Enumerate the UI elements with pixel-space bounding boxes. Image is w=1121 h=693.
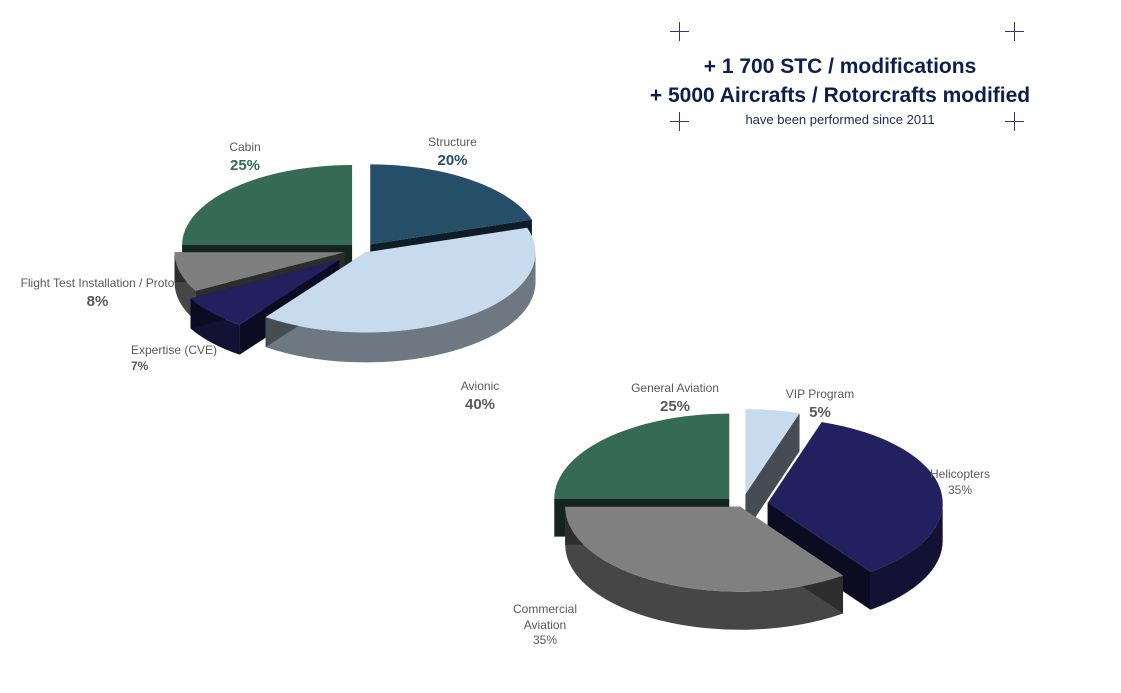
slice-commercial-aviation — [565, 506, 844, 592]
label-cabin: Cabin 25% — [210, 140, 280, 175]
headline-aircrafts: + 5000 Aircrafts / Rotorcrafts modified — [649, 84, 1031, 107]
label-avionic: Avionic 40% — [440, 379, 520, 414]
slice-percent: 25% — [229, 156, 261, 174]
slice-side — [565, 506, 844, 630]
slice-flight-test-installation-proto — [174, 252, 345, 291]
slice-name: Flight Test Installation / Proto — [20, 276, 175, 290]
slice-percent: 5% — [809, 403, 831, 421]
slice-wall — [767, 502, 871, 610]
slice-name: Helicopters — [929, 467, 991, 481]
headline-subtitle: have been performed since 2011 — [745, 112, 935, 127]
crosshair-icon — [1005, 112, 1024, 131]
slice-name: Cabin — [229, 140, 261, 154]
slice-avionic — [265, 227, 536, 333]
slice-name: General Aviation — [631, 381, 719, 395]
slice-percent: 7% — [131, 358, 149, 373]
slice-percent: 35% — [947, 482, 973, 497]
label-structure: Structure 20% — [405, 135, 500, 170]
label-expertise: Expertise (CVE) 7% — [131, 343, 251, 374]
slice-wall — [745, 413, 800, 533]
slice-percent: 35% — [532, 633, 558, 648]
slice-percent: 20% — [437, 151, 468, 169]
label-general-aviation: General Aviation 25% — [610, 381, 740, 416]
slice-side — [265, 252, 536, 363]
slice-percent: 25% — [659, 397, 691, 415]
slice-name: VIP Program — [785, 387, 855, 401]
label-flight-test: Flight Test Installation / Proto 8% — [10, 276, 185, 311]
pie-chart-2 — [554, 409, 943, 630]
slice-vip-program — [745, 409, 800, 495]
crosshair-icon — [670, 112, 689, 131]
slice-name: Structure — [428, 135, 477, 149]
slice-name: Expertise (CVE) — [131, 343, 218, 357]
label-vip-program: VIP Program 5% — [770, 387, 870, 422]
headline-stc: + 1 700 STC / modifications — [703, 55, 977, 78]
slice-name: Avionic — [460, 379, 500, 393]
crosshair-icon — [670, 22, 689, 41]
slice-general-aviation — [554, 413, 730, 499]
pie-chart-1 — [174, 164, 536, 363]
slice-helicopters — [767, 422, 943, 572]
slice-expertise-cve — [190, 259, 340, 325]
slice-name: Commercial Aviation — [512, 602, 577, 632]
slice-percent: 40% — [464, 395, 496, 413]
slice-structure — [370, 164, 532, 245]
label-commercial-aviation: Commercial Aviation 35% — [505, 602, 585, 649]
label-helicopters: Helicopters 35% — [915, 467, 1005, 498]
slice-side — [870, 502, 943, 610]
slice-percent: 8% — [86, 292, 109, 310]
slice-side — [174, 252, 196, 321]
slice-cabin — [182, 165, 353, 246]
crosshair-icon — [1005, 22, 1024, 41]
